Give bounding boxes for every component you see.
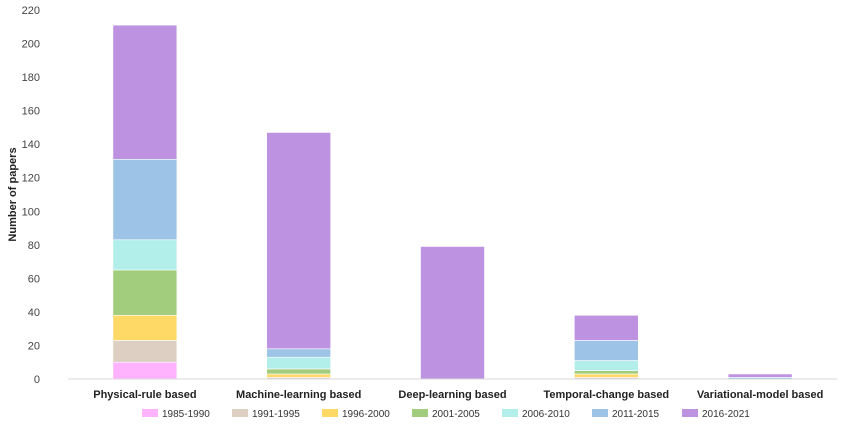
bar-segment bbox=[573, 360, 639, 371]
y-tick-label: 180 bbox=[22, 72, 40, 84]
bar-segment bbox=[573, 370, 639, 375]
bar-segment bbox=[266, 373, 332, 378]
y-tick-label: 60 bbox=[28, 273, 40, 285]
legend-label: 1985-1990 bbox=[162, 409, 210, 420]
bar-segment bbox=[573, 314, 639, 341]
x-category-label: Physical-rule based bbox=[93, 389, 196, 401]
legend-label: 2011-2015 bbox=[612, 409, 660, 420]
bar-segment bbox=[266, 348, 332, 358]
y-axis-ticks: 0 20 40 60 80 100 120 140 160 180 200 220 bbox=[22, 5, 40, 386]
legend-label: 1991-1995 bbox=[252, 409, 300, 420]
y-tick-label: 220 bbox=[22, 5, 40, 17]
legend-swatch bbox=[232, 409, 248, 417]
y-tick-label: 100 bbox=[22, 206, 40, 218]
bar-segment bbox=[266, 356, 332, 370]
legend-label: 2016-2021 bbox=[702, 409, 750, 420]
bar-segment bbox=[573, 373, 639, 378]
y-axis-title: Number of papers bbox=[7, 147, 19, 241]
x-category-label: Machine-learning based bbox=[236, 389, 361, 401]
bar-segment bbox=[112, 239, 178, 271]
legend-label: 2001-2005 bbox=[432, 409, 480, 420]
bar-segment bbox=[112, 340, 178, 363]
legend-swatch bbox=[412, 409, 428, 417]
y-tick-label: 200 bbox=[22, 39, 40, 51]
bar-segment bbox=[112, 361, 178, 380]
bar-segment bbox=[112, 158, 178, 241]
x-category-label: Temporal-change based bbox=[543, 389, 669, 401]
bar-segment bbox=[112, 269, 178, 316]
y-tick-label: 160 bbox=[22, 106, 40, 118]
legend-swatch bbox=[322, 409, 338, 417]
y-tick-label: 40 bbox=[28, 307, 40, 319]
legend-swatch bbox=[142, 409, 158, 417]
y-tick-label: 120 bbox=[22, 173, 40, 185]
legend-label: 1996-2000 bbox=[342, 409, 390, 420]
y-tick-label: 140 bbox=[22, 139, 40, 151]
legend-swatch bbox=[592, 409, 608, 417]
x-axis-labels: Physical-rule based Machine-learning base… bbox=[93, 389, 823, 401]
legend-swatch bbox=[682, 409, 698, 417]
bar-segment bbox=[727, 373, 793, 378]
y-tick-label: 0 bbox=[34, 374, 40, 386]
y-tick-label: 20 bbox=[28, 340, 40, 352]
bar-segment bbox=[573, 340, 639, 361]
legend-swatch bbox=[502, 409, 518, 417]
x-category-label: Variational-model based bbox=[697, 389, 824, 401]
bar-segment bbox=[112, 24, 178, 160]
x-category-label: Deep-learning based bbox=[398, 389, 506, 401]
legend-label: 2006-2010 bbox=[522, 409, 570, 420]
bar-segment bbox=[420, 246, 485, 380]
bars bbox=[112, 24, 793, 380]
bar-segment bbox=[266, 368, 332, 375]
legend: 1985-1990 1991-1995 1996-2000 2001-2005 2006… bbox=[142, 409, 750, 420]
y-tick-label: 80 bbox=[28, 240, 40, 252]
bar-segment bbox=[112, 314, 178, 341]
bar-segment bbox=[266, 132, 332, 350]
